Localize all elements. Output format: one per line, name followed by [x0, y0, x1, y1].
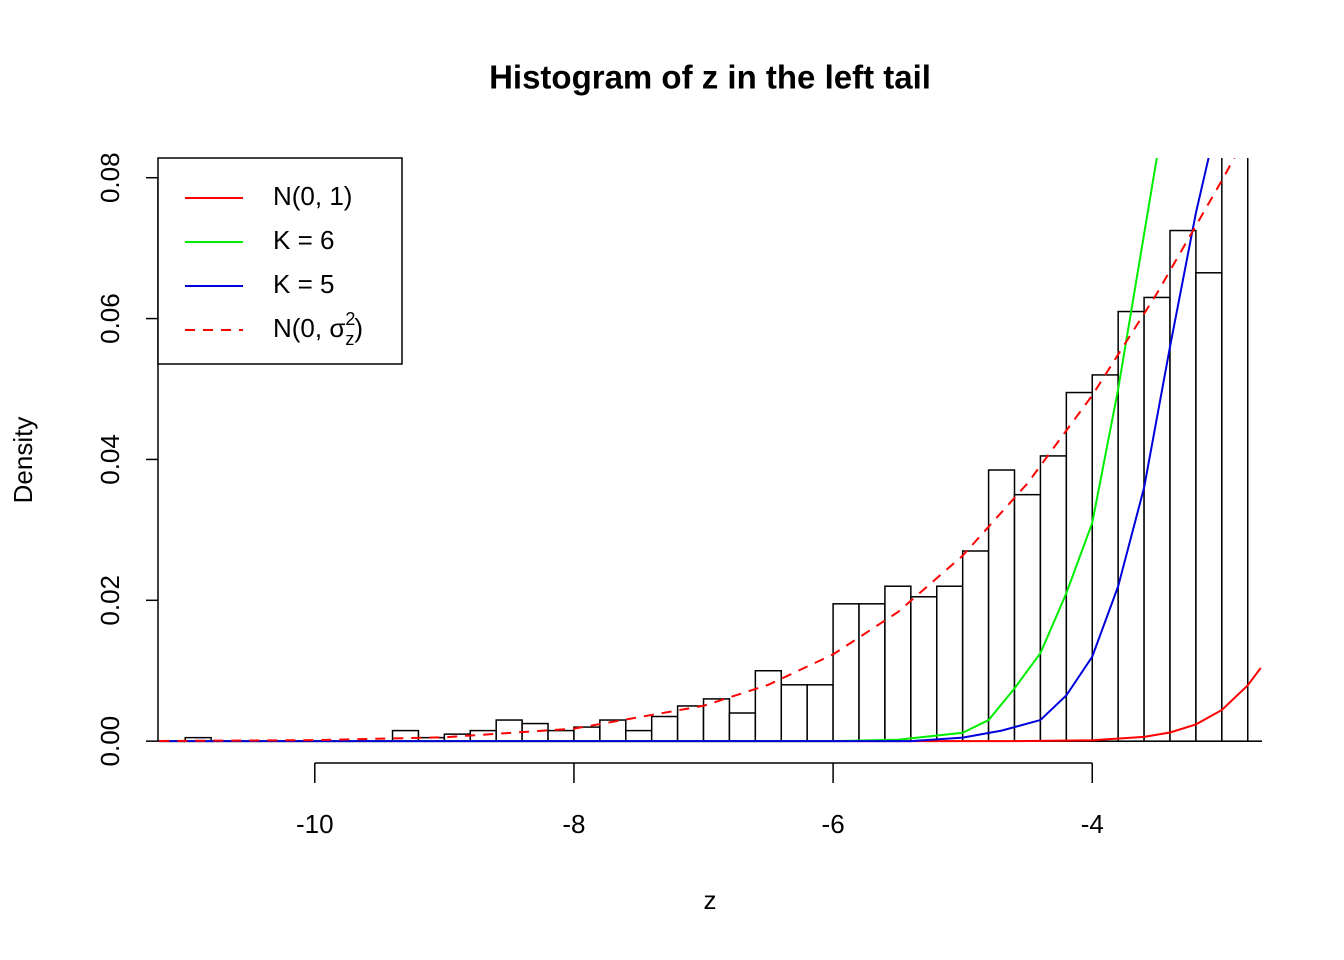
y-tick-label: 0.06 — [95, 293, 125, 344]
histogram-bar — [936, 585, 964, 742]
histogram-bar — [1221, 158, 1249, 742]
y-tick-label: 0.00 — [95, 716, 125, 767]
plot-area — [158, 158, 1262, 743]
histogram-bar — [961, 550, 990, 742]
x-tick-label: -10 — [296, 809, 334, 839]
histogram-bar — [832, 603, 860, 742]
curve — [159, 158, 1236, 742]
legend-label: N(0, σ2 z) — [273, 309, 363, 349]
x-axis-label: z — [704, 885, 717, 915]
histogram-bar — [599, 719, 627, 742]
histogram-bar — [884, 585, 912, 742]
y-tick-label: 0.04 — [95, 434, 125, 485]
legend-label: K = 5 — [273, 269, 334, 299]
histogram-bar — [780, 684, 808, 742]
histogram-bar — [625, 729, 653, 742]
histogram-bar — [495, 719, 523, 742]
histogram-bar — [650, 715, 679, 742]
histogram-bar — [1065, 391, 1094, 742]
y-tick-label: 0.08 — [95, 152, 125, 203]
legend-box — [157, 157, 403, 365]
legend-label: N(0, 1) — [273, 181, 352, 211]
curve — [159, 158, 1158, 743]
histogram-bar — [1091, 374, 1119, 742]
chart-title: Histogram of z in the left tail — [489, 59, 931, 96]
histogram-bar — [1013, 493, 1042, 742]
histogram-bar — [1039, 455, 1068, 742]
histogram-bar — [702, 698, 731, 742]
histogram-bar — [728, 712, 757, 742]
histogram-bar — [1117, 310, 1145, 742]
legend: N(0, 1) K = 6 K = 5 N(0, σ2 z) — [157, 157, 403, 365]
x-tick-label: -6 — [822, 809, 845, 839]
histogram-bar — [573, 726, 601, 742]
y-tick-label: 0.02 — [95, 575, 125, 626]
histogram-bar — [858, 603, 886, 742]
histogram-bar — [910, 596, 938, 742]
histogram-bar — [1169, 229, 1197, 742]
histogram-bar — [1246, 158, 1262, 742]
x-tick-label: -8 — [562, 809, 585, 839]
histogram-bar — [1195, 272, 1223, 742]
histogram-bar — [987, 469, 1016, 742]
legend-label: K = 6 — [273, 225, 334, 255]
histogram-bar — [754, 669, 783, 742]
curve — [159, 158, 1210, 743]
y-axis-label: Density — [8, 417, 38, 504]
histogram-bar — [676, 705, 705, 742]
histogram-bar — [806, 684, 834, 742]
histogram-bar — [391, 729, 420, 742]
histogram-bar — [547, 729, 575, 742]
curve — [159, 667, 1262, 743]
x-tick-label: -4 — [1081, 809, 1104, 839]
